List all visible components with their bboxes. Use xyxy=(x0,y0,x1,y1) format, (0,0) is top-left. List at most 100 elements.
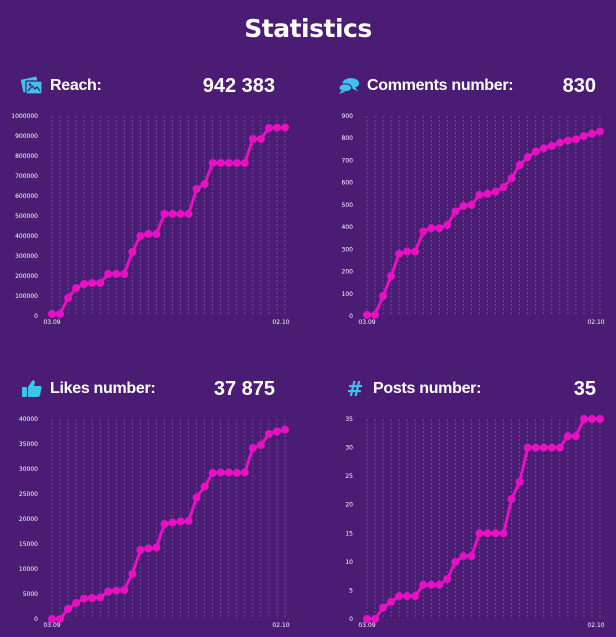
data-point xyxy=(596,415,604,423)
data-point xyxy=(363,615,371,623)
data-point xyxy=(435,580,444,589)
data-point xyxy=(248,444,257,452)
likes-label: Likes number: xyxy=(50,380,156,397)
data-point xyxy=(224,468,233,477)
y-tick-label: 900000 xyxy=(15,133,38,140)
y-tick-label: 600000 xyxy=(15,193,38,200)
data-point xyxy=(515,477,524,486)
data-point xyxy=(144,544,153,553)
data-point xyxy=(72,284,81,292)
y-tick-label: 5 xyxy=(349,587,353,594)
data-point xyxy=(531,147,540,156)
data-point xyxy=(571,135,580,144)
y-tick-label: 0 xyxy=(34,616,38,623)
y-tick-label: 20 xyxy=(345,502,353,509)
data-point xyxy=(395,592,404,601)
data-point xyxy=(459,552,468,561)
data-point xyxy=(272,123,281,132)
data-point xyxy=(272,427,281,436)
comments-value: 830 xyxy=(562,75,596,97)
data-point xyxy=(579,132,588,140)
y-tick-label: 200 xyxy=(342,269,354,276)
data-point xyxy=(475,190,484,199)
data-point xyxy=(256,441,265,449)
y-tick-label: 800000 xyxy=(15,153,38,160)
data-point xyxy=(168,210,177,218)
y-tick-label: 5000 xyxy=(23,591,38,598)
data-point xyxy=(184,517,193,525)
data-point xyxy=(200,482,209,491)
data-point xyxy=(96,593,105,602)
comments-label: Comments number: xyxy=(367,77,514,94)
data-point xyxy=(467,552,476,561)
reach-value: 942 383 xyxy=(202,75,275,97)
data-point xyxy=(256,135,265,143)
data-point xyxy=(232,469,241,477)
data-point xyxy=(563,432,572,441)
y-tick-label: 0 xyxy=(349,616,353,623)
data-point xyxy=(419,227,428,236)
data-point xyxy=(64,605,73,613)
data-point xyxy=(371,310,380,319)
data-point xyxy=(224,159,233,167)
y-tick-label: 200000 xyxy=(15,273,38,280)
y-tick-label: 0 xyxy=(34,313,38,320)
data-point xyxy=(379,292,388,300)
y-tick-label: 0 xyxy=(349,313,353,320)
data-point xyxy=(168,518,177,527)
data-point xyxy=(184,210,193,218)
data-point xyxy=(523,443,532,452)
data-point xyxy=(451,557,460,566)
data-point xyxy=(128,248,137,256)
data-point xyxy=(56,615,65,623)
data-point xyxy=(48,310,56,318)
data-point xyxy=(208,159,217,167)
data-point xyxy=(192,493,201,502)
data-point xyxy=(443,220,452,229)
data-point xyxy=(491,529,500,538)
y-tick-label: 30 xyxy=(345,445,353,452)
likes-header: Likes number: 37 875 xyxy=(20,374,275,404)
data-point xyxy=(152,543,161,552)
y-tick-label: 30000 xyxy=(19,466,38,473)
y-tick-label: 500000 xyxy=(15,213,38,220)
x-tick-label: 02.10 xyxy=(587,319,604,326)
data-point xyxy=(88,279,97,287)
data-point xyxy=(80,594,89,603)
data-point xyxy=(483,529,492,538)
x-tick-label: 02.10 xyxy=(272,622,289,629)
data-point xyxy=(419,580,428,589)
y-tick-label: 40000 xyxy=(19,416,38,423)
data-point xyxy=(587,415,596,423)
data-point xyxy=(547,142,556,150)
data-point xyxy=(104,587,113,596)
data-point xyxy=(56,310,65,318)
y-tick-label: 10 xyxy=(345,559,353,566)
data-point xyxy=(120,586,129,594)
series-line xyxy=(365,417,602,621)
data-point xyxy=(96,279,105,287)
data-point xyxy=(491,187,500,196)
series-line xyxy=(50,428,287,621)
data-point xyxy=(459,202,468,210)
data-point xyxy=(515,160,524,169)
data-point xyxy=(216,468,225,477)
data-point xyxy=(475,529,484,538)
data-point xyxy=(248,135,257,143)
data-point xyxy=(264,124,273,132)
data-point xyxy=(112,270,121,278)
data-point xyxy=(499,529,508,538)
y-tick-label: 35000 xyxy=(19,441,38,448)
data-point xyxy=(72,599,81,607)
data-point xyxy=(483,189,492,198)
y-tick-label: 10000 xyxy=(19,566,38,573)
data-point xyxy=(264,430,273,438)
data-point xyxy=(563,136,572,145)
x-tick-label: 03.09 xyxy=(43,319,60,326)
data-point xyxy=(152,230,161,238)
data-point xyxy=(427,224,436,233)
data-point xyxy=(176,210,185,218)
x-tick-label: 03.09 xyxy=(358,622,375,629)
data-point xyxy=(136,232,145,240)
data-point xyxy=(160,520,169,528)
